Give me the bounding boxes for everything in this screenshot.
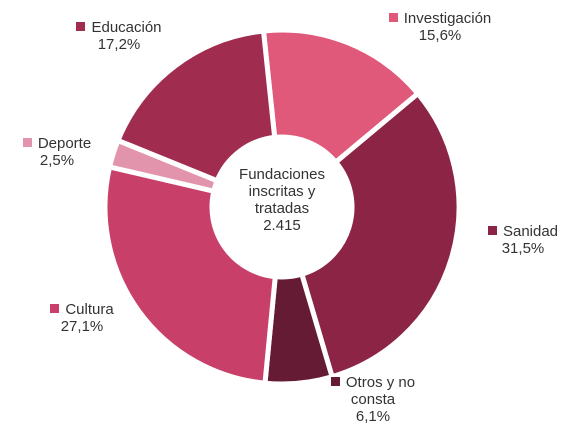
legend-marker	[330, 377, 340, 386]
legend-item: Educación 17,2%	[64, 19, 174, 53]
slice	[298, 90, 462, 380]
legend-marker	[76, 22, 86, 31]
value-label: 17,2%	[97, 36, 141, 53]
value-label: 31,5%	[501, 240, 545, 257]
value-label: 2,5%	[39, 152, 75, 169]
value-label: 15,6%	[418, 27, 462, 44]
center-label: Fundaciones inscritas y tratadas 2.415	[222, 166, 342, 234]
legend-label: Deporte	[37, 135, 92, 152]
legend-label: Cultura	[65, 301, 114, 318]
legend-label: Sanidad	[502, 223, 559, 240]
legend-item: Otros y no consta 6,1%	[318, 374, 428, 425]
legend-label: Otros y no consta	[345, 374, 416, 408]
slice	[102, 163, 278, 386]
value-label: 6,1%	[355, 408, 391, 425]
legend-item: Sanidad 31,5%	[478, 223, 568, 257]
center-value: 2.415	[263, 217, 301, 234]
legend-marker	[388, 13, 398, 22]
center-text: Fundaciones inscritas y tratadas	[239, 166, 325, 217]
legend-marker	[50, 304, 60, 313]
legend-item: Deporte 2,5%	[2, 135, 112, 169]
legend-marker	[22, 138, 32, 147]
legend-item: Cultura 27,1%	[22, 301, 142, 335]
legend-label: Investigación	[403, 10, 492, 27]
value-label: 27,1%	[60, 318, 104, 335]
slice	[260, 27, 422, 166]
legend-label: Educación	[91, 19, 162, 36]
slice	[114, 28, 278, 184]
legend-marker	[487, 226, 497, 235]
legend-item: Investigación 15,6%	[380, 10, 500, 44]
